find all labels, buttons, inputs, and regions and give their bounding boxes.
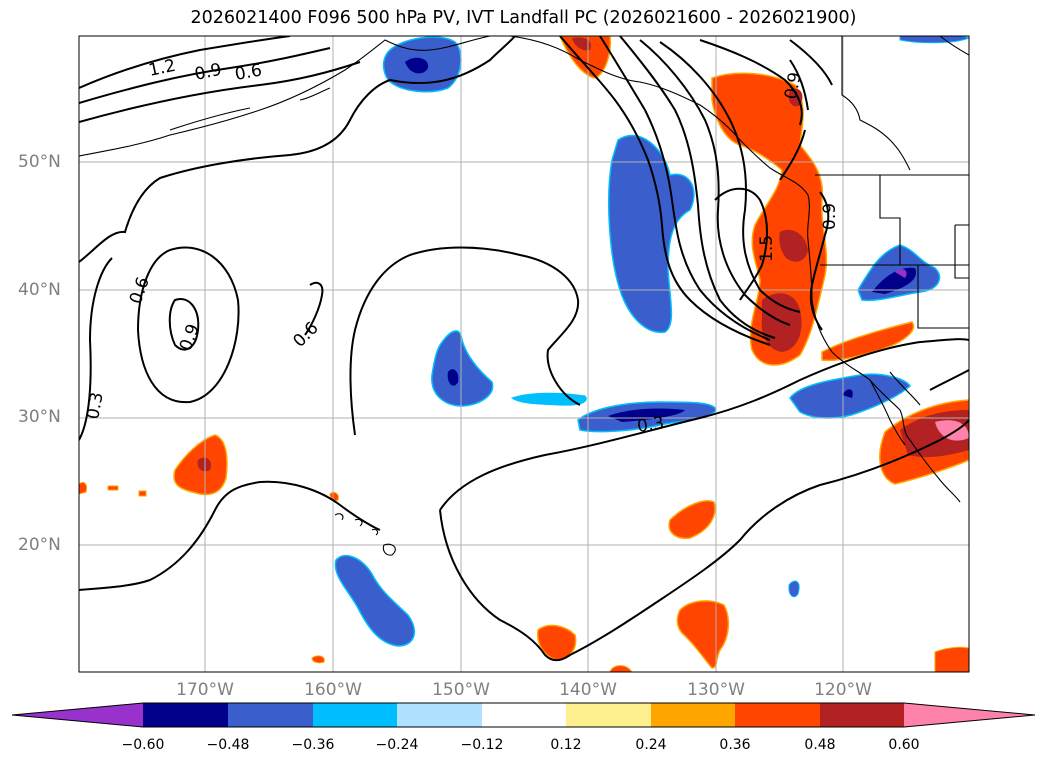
colorbar-tick: 0.36 xyxy=(719,737,751,753)
positive-anomaly-140w xyxy=(536,624,577,661)
colorbar-low-extension xyxy=(12,703,143,727)
colorbar-tick: 0.24 xyxy=(635,737,667,753)
positive-anomaly-135w xyxy=(668,500,716,540)
map-title: 2026021400 F096 500 hPa PV, IVT Landfall… xyxy=(190,8,857,28)
colorbar-tick: −0.36 xyxy=(291,737,335,753)
graticule xyxy=(79,36,969,672)
lat-label-40n: 40°N xyxy=(18,280,61,300)
lat-label-30n: 30°N xyxy=(18,407,61,427)
contour-label: 1.5 xyxy=(757,235,777,262)
lat-label-50n: 50°N xyxy=(18,152,61,172)
lon-label-130w: 130°W xyxy=(687,680,745,700)
colorbar-tick: −0.48 xyxy=(206,737,250,753)
colorbar-bin xyxy=(228,703,313,727)
map-frame xyxy=(78,35,970,673)
coastlines xyxy=(79,36,969,556)
positive-anomaly-bc-coast xyxy=(711,72,828,366)
lon-label-170w: 170°W xyxy=(176,680,234,700)
colorbar-bin xyxy=(397,703,482,727)
positive-anomaly-gulf-alaska xyxy=(559,36,612,79)
colorbar-bin xyxy=(482,703,566,727)
contour-label: 0.9 xyxy=(820,203,840,230)
colorbar-tick: −0.12 xyxy=(460,737,504,753)
colorbar xyxy=(11,702,1036,728)
colorbar-high-extension xyxy=(904,703,1035,727)
contour-label: 0.3 xyxy=(636,413,666,437)
contour-label: 0.6 xyxy=(233,61,263,85)
lat-label-20n: 20°N xyxy=(18,535,61,555)
contour-label: 0.9 xyxy=(781,71,805,101)
colorbar-bin xyxy=(735,703,820,727)
contour-label: 0.3 xyxy=(83,391,107,421)
colorbar-bin xyxy=(566,703,651,727)
positive-anomaly-baja xyxy=(821,321,915,362)
colorbar-tick: 0.48 xyxy=(804,737,836,753)
colorbar-bin xyxy=(313,703,397,727)
colorbar-tick: −0.60 xyxy=(121,737,165,753)
colorbar-tick: −0.24 xyxy=(375,737,419,753)
colorbar-bin xyxy=(820,703,904,727)
pv-anomaly-shading xyxy=(79,36,969,672)
pv-contours xyxy=(79,36,969,662)
lon-label-120w: 120°W xyxy=(814,680,872,700)
map-background xyxy=(79,36,969,672)
colorbar-bin xyxy=(143,703,228,727)
colorbar-bin xyxy=(651,703,735,727)
lon-label-150w: 150°W xyxy=(432,680,490,700)
negative-anomaly-gulf xyxy=(607,134,695,333)
colorbar-tick: 0.60 xyxy=(888,737,920,753)
colorbar-tick: 0.12 xyxy=(550,737,582,753)
lon-label-140w: 140°W xyxy=(559,680,617,700)
lon-label-160w: 160°W xyxy=(304,680,362,700)
negative-anomaly-hawaii xyxy=(334,554,416,647)
